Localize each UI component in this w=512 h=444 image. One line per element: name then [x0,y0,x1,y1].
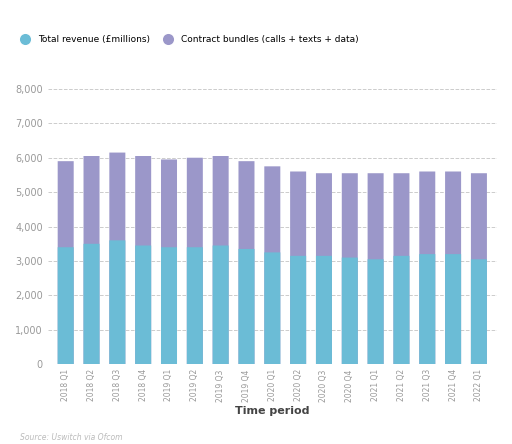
FancyBboxPatch shape [264,252,280,364]
FancyBboxPatch shape [239,249,254,364]
FancyBboxPatch shape [342,258,358,364]
FancyBboxPatch shape [187,247,203,364]
FancyBboxPatch shape [419,254,435,364]
FancyBboxPatch shape [342,173,358,364]
X-axis label: Time period: Time period [235,406,310,416]
FancyBboxPatch shape [110,240,125,364]
FancyBboxPatch shape [316,173,332,364]
FancyBboxPatch shape [445,254,461,364]
FancyBboxPatch shape [110,153,125,364]
FancyBboxPatch shape [212,246,229,364]
FancyBboxPatch shape [161,159,177,364]
FancyBboxPatch shape [161,247,177,364]
FancyBboxPatch shape [393,256,410,364]
FancyBboxPatch shape [316,256,332,364]
FancyBboxPatch shape [135,246,151,364]
FancyBboxPatch shape [368,173,383,364]
Text: Source: Uswitch via Ofcom: Source: Uswitch via Ofcom [20,433,123,442]
FancyBboxPatch shape [264,166,280,364]
FancyBboxPatch shape [187,158,203,364]
FancyBboxPatch shape [212,156,229,364]
FancyBboxPatch shape [58,247,74,364]
FancyBboxPatch shape [135,156,151,364]
FancyBboxPatch shape [290,171,306,364]
FancyBboxPatch shape [471,173,487,364]
FancyBboxPatch shape [445,171,461,364]
FancyBboxPatch shape [239,161,254,364]
FancyBboxPatch shape [471,259,487,364]
Legend: Total revenue (£millions), Contract bundles (calls + texts + data): Total revenue (£millions), Contract bund… [16,35,358,44]
FancyBboxPatch shape [419,171,435,364]
FancyBboxPatch shape [393,173,410,364]
FancyBboxPatch shape [58,161,74,364]
FancyBboxPatch shape [83,156,99,364]
FancyBboxPatch shape [290,256,306,364]
FancyBboxPatch shape [83,244,99,364]
FancyBboxPatch shape [368,259,383,364]
